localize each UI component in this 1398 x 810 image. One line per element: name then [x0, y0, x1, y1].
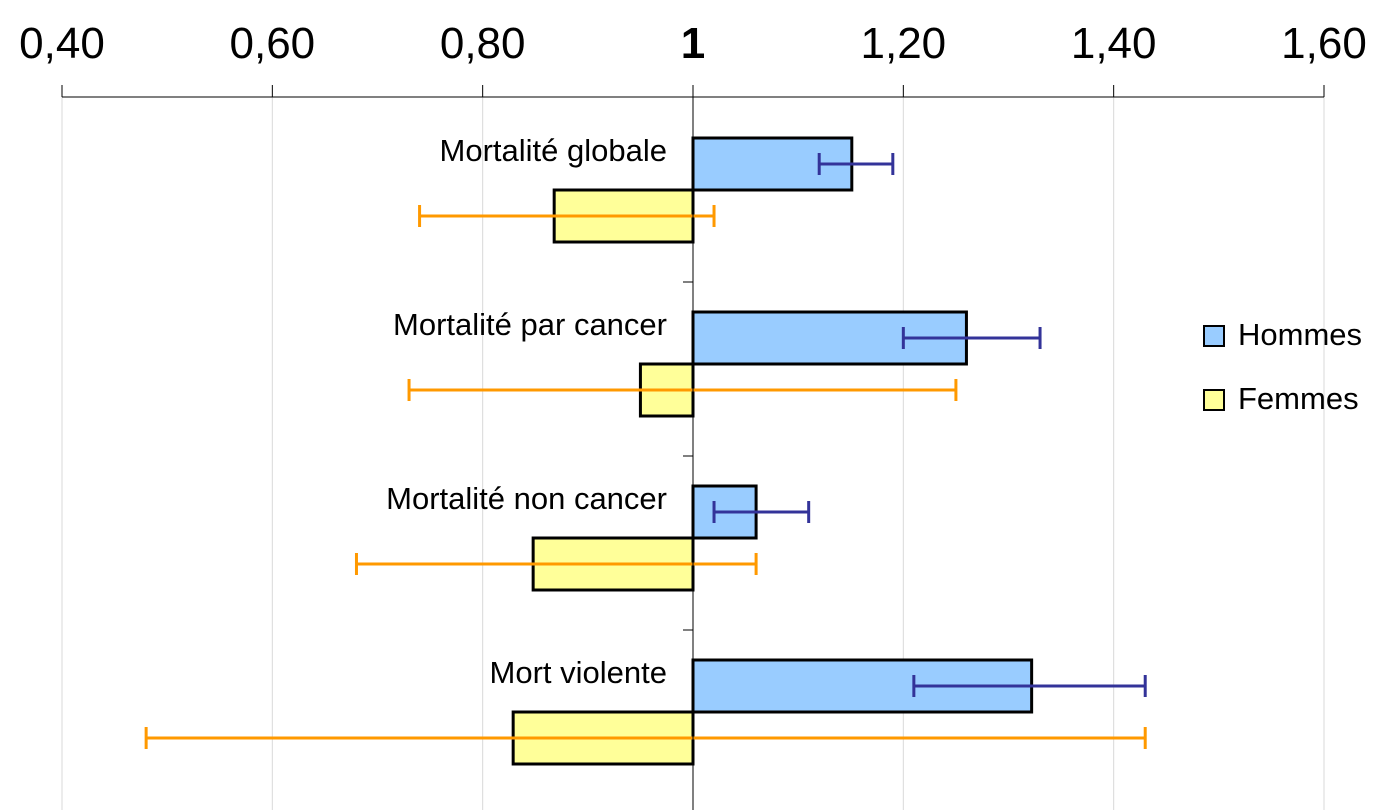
category-labels: Mortalité globale Mortalité par cancer Mor… — [386, 133, 693, 690]
x-tick-label: 0,40 — [19, 19, 105, 68]
error-bar-femmes — [354, 553, 758, 575]
legend-label: Femmes — [1238, 381, 1359, 416]
x-tick-label: 1,60 — [1281, 19, 1367, 68]
x-axis: 0,40 0,60 0,80 1 1,20 1,40 1,60 — [19, 19, 1367, 98]
error-bar-hommes — [901, 327, 1042, 349]
x-tick-label: 0,60 — [230, 19, 316, 68]
error-bar-hommes — [712, 501, 811, 523]
error-bar-femmes — [144, 727, 1147, 749]
error-bar-femmes — [407, 379, 958, 401]
category-label: Mortalité par cancer — [393, 307, 667, 342]
legend-label: Hommes — [1238, 317, 1362, 352]
x-tick-label: 1,20 — [861, 19, 947, 68]
x-tick-label: 1,40 — [1071, 19, 1157, 68]
category-label: Mortalité non cancer — [386, 481, 667, 516]
error-bar-hommes — [817, 153, 895, 175]
legend: Hommes Femmes — [1203, 317, 1362, 416]
category-label: Mort violente — [490, 655, 667, 690]
x-tick-label: 0,80 — [440, 19, 526, 68]
error-bars — [144, 153, 1147, 749]
x-tick-label: 1 — [681, 19, 705, 68]
error-bar-femmes — [418, 205, 716, 227]
legend-swatch — [1203, 325, 1225, 347]
category-label: Mortalité globale — [440, 133, 667, 168]
error-bar-hommes — [912, 675, 1147, 697]
legend-swatch — [1203, 389, 1225, 411]
